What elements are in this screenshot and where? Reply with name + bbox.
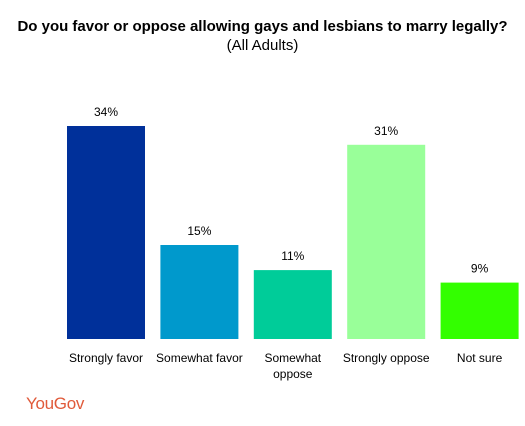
yougov-logo: YouGov [26,394,85,413]
bar-strongly-favor [67,126,145,339]
category-label: oppose [273,367,313,381]
chart-title: Do you favor or oppose allowing gays and… [17,18,508,35]
bar-somewhat-favor [160,245,239,339]
data-label: 34% [94,105,118,119]
chart-subtitle: (All Adults) [226,37,299,54]
bar-not-sure [440,282,519,339]
category-label: Somewhat favor [156,351,243,365]
category-label: Not sure [457,351,503,365]
category-label: Strongly oppose [343,351,430,365]
bar-strongly-oppose [347,144,426,339]
data-label: 15% [187,224,211,238]
bar-somewhat-oppose [253,270,332,339]
data-label: 11% [281,249,304,263]
data-label: 9% [471,262,489,276]
category-label: Somewhat [264,351,321,365]
category-label: Strongly favor [69,351,143,365]
data-label: 31% [374,124,398,138]
